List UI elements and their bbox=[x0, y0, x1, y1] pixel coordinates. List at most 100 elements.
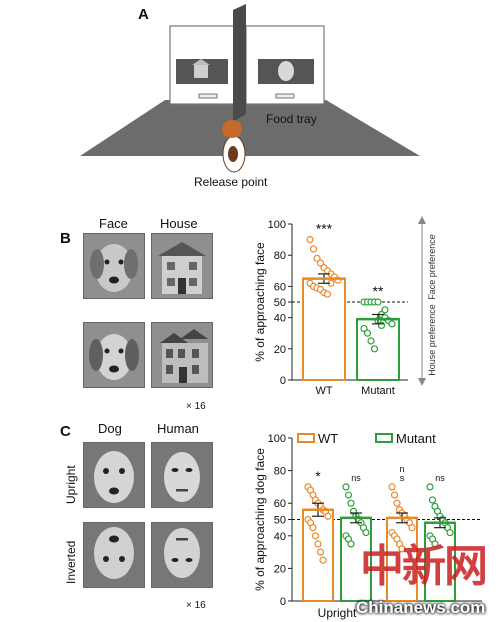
significance-label: s bbox=[400, 473, 405, 483]
data-point bbox=[374, 298, 382, 306]
significance-label: ns bbox=[435, 473, 445, 483]
data-point bbox=[344, 491, 353, 499]
data-point bbox=[347, 540, 355, 548]
upright-human-image bbox=[151, 442, 213, 508]
panel-letter-b: B bbox=[60, 230, 71, 247]
y-tick-label: 0 bbox=[280, 375, 286, 387]
y-tick-label: 100 bbox=[268, 433, 286, 445]
chart-c-approaching-dog-face: 0 20 40 50 60 80 100% of approaching dog face W… bbox=[253, 431, 482, 620]
significance-label: ns bbox=[351, 473, 361, 483]
y-tick-label: 100 bbox=[268, 219, 286, 231]
watermark-chinese: 中新网 bbox=[360, 541, 488, 592]
upright-dog-image bbox=[83, 442, 145, 508]
data-point bbox=[370, 345, 379, 353]
data-point bbox=[363, 329, 372, 337]
dog-face-image-2 bbox=[83, 322, 145, 388]
house-image-2 bbox=[151, 322, 213, 388]
data-point bbox=[408, 524, 416, 532]
inverted-dog-image bbox=[83, 522, 145, 588]
dog-face-image-1 bbox=[83, 233, 145, 299]
inverted-human-image bbox=[151, 522, 213, 588]
chart-b-approaching-face: 0 20 40 50 60 80 100% of approaching face *** WT… bbox=[253, 216, 437, 397]
data-point bbox=[381, 306, 389, 314]
screen-house-roof bbox=[192, 59, 210, 65]
house-image-1 bbox=[151, 233, 213, 299]
y-tick-label: 20 bbox=[274, 563, 286, 575]
column-face-label: Face bbox=[99, 216, 128, 231]
significance-label: n bbox=[399, 464, 404, 474]
data-point bbox=[388, 483, 396, 491]
data-point bbox=[319, 556, 327, 564]
x-tick-label: WT bbox=[315, 385, 332, 397]
dog-face-icon bbox=[94, 451, 134, 503]
dog-face-icon bbox=[90, 244, 138, 292]
data-point bbox=[390, 491, 399, 499]
data-point bbox=[398, 545, 406, 553]
y-axis-label: % of approaching face bbox=[253, 242, 267, 362]
preference-arrow-down-icon bbox=[418, 378, 426, 386]
column-house-label: House bbox=[160, 216, 198, 231]
data-point bbox=[428, 496, 437, 504]
data-point bbox=[360, 324, 368, 333]
maze-floor bbox=[80, 100, 420, 156]
significance-label: *** bbox=[316, 221, 333, 237]
house-icon bbox=[160, 329, 208, 383]
data-point bbox=[316, 259, 325, 267]
y-tick-label: 40 bbox=[274, 531, 286, 543]
house-icon bbox=[158, 242, 206, 294]
maze-divider bbox=[233, 4, 246, 122]
significance-label: ** bbox=[373, 283, 384, 299]
face-preference-label: Face preference bbox=[427, 234, 437, 300]
panel-letter-a: A bbox=[138, 6, 149, 23]
y-tick-label: 20 bbox=[274, 344, 286, 356]
y-tick-label: 40 bbox=[274, 313, 286, 325]
dog-face-icon bbox=[94, 527, 134, 579]
watermark-site: Chinanews.com bbox=[356, 598, 486, 617]
data-point bbox=[316, 548, 325, 556]
data-point bbox=[306, 236, 314, 244]
data-point bbox=[314, 540, 322, 548]
data-point bbox=[362, 528, 370, 537]
row-upright-label: Upright bbox=[64, 465, 78, 504]
human-face-icon bbox=[164, 452, 200, 502]
right-food-tray bbox=[275, 93, 295, 99]
y-tick-label: 80 bbox=[274, 466, 286, 478]
multiplier-c: × 16 bbox=[186, 600, 206, 611]
data-point bbox=[426, 483, 434, 491]
x-tick-label: Mutant bbox=[361, 385, 395, 397]
column-human-label: Human bbox=[157, 421, 199, 436]
y-tick-label: 60 bbox=[274, 281, 286, 293]
significance-label: * bbox=[315, 468, 321, 484]
data-point bbox=[324, 512, 332, 520]
data-point bbox=[431, 540, 439, 548]
data-point bbox=[313, 254, 321, 262]
data-point bbox=[342, 483, 350, 491]
dog-head bbox=[222, 120, 242, 138]
legend-swatch bbox=[375, 433, 393, 443]
data-point bbox=[309, 245, 318, 253]
dog-spot bbox=[228, 146, 238, 162]
y-axis-label: % of approaching dog face bbox=[253, 448, 267, 591]
y-tick-label: 0 bbox=[280, 596, 286, 608]
release-point-label: Release point bbox=[194, 175, 268, 189]
legend-swatch bbox=[297, 433, 315, 443]
row-inverted-label: Inverted bbox=[64, 540, 78, 584]
maze-apparatus-illustration bbox=[80, 4, 420, 173]
data-point bbox=[446, 528, 454, 537]
y-tick-label: 50 bbox=[274, 297, 286, 309]
data-point bbox=[388, 320, 396, 328]
y-tick-label: 50 bbox=[274, 515, 286, 527]
data-point bbox=[347, 499, 355, 507]
legend-label: WT bbox=[318, 431, 338, 446]
multiplier-b: × 16 bbox=[186, 401, 206, 412]
data-point bbox=[311, 532, 320, 540]
human-face-icon bbox=[164, 528, 200, 578]
data-point bbox=[309, 524, 317, 532]
food-tray-label: Food tray bbox=[266, 112, 317, 126]
dog-face-icon bbox=[89, 334, 139, 380]
preference-arrow-up-icon bbox=[418, 216, 426, 224]
column-dog-label: Dog bbox=[98, 421, 122, 436]
screen-house-icon bbox=[194, 64, 208, 78]
y-tick-label: 80 bbox=[274, 250, 286, 262]
house-preference-label: House preference bbox=[427, 304, 437, 376]
